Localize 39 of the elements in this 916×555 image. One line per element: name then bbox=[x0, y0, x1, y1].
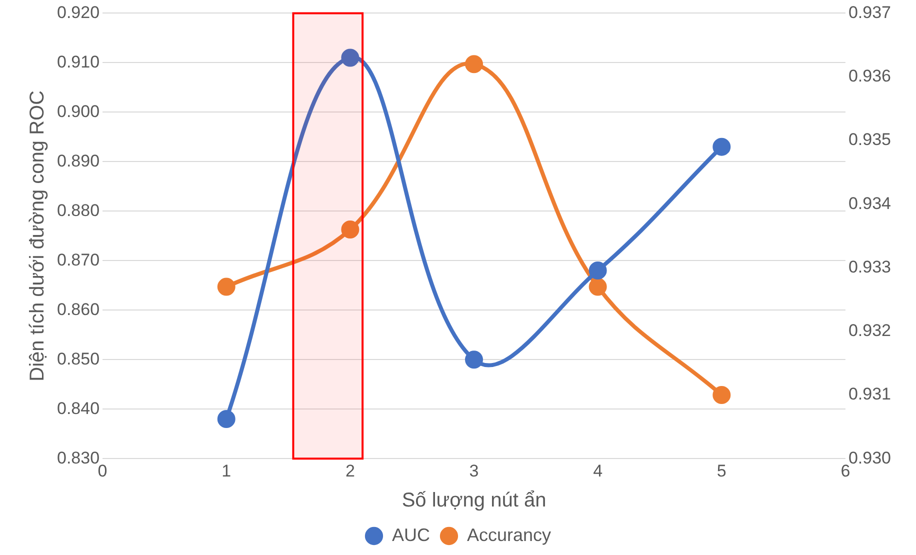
y-tick-label: 0.850 bbox=[56, 349, 100, 368]
legend-label: Accurancy bbox=[466, 524, 552, 545]
point bbox=[712, 386, 731, 404]
point bbox=[465, 350, 483, 369]
y-tick-label: 0.860 bbox=[56, 300, 100, 319]
x-tick-label: 5 bbox=[716, 461, 726, 480]
point bbox=[217, 278, 236, 296]
point bbox=[341, 220, 360, 239]
x-axis-title: Số lượng nút ẩn bbox=[402, 490, 546, 512]
x-tick-label: 0 bbox=[98, 461, 108, 480]
legend-label: AUC bbox=[392, 524, 430, 545]
y2-tick-label: 0.933 bbox=[848, 257, 892, 276]
point bbox=[341, 48, 360, 67]
y-tick-label: 0.870 bbox=[56, 250, 100, 270]
point bbox=[465, 55, 483, 74]
y2-tick-label: 0.930 bbox=[848, 448, 892, 468]
y-tick-label: 0.880 bbox=[56, 200, 100, 220]
x-tick-label: 4 bbox=[593, 461, 603, 480]
y2-tick-label: 0.932 bbox=[848, 321, 892, 340]
x-tick-label: 6 bbox=[840, 461, 850, 480]
y-tick-label: 0.910 bbox=[56, 52, 100, 72]
x-tick-label: 3 bbox=[469, 461, 479, 480]
y2-tick-label: 0.937 bbox=[848, 2, 892, 22]
point bbox=[712, 138, 731, 156]
y-tick-label: 0.920 bbox=[56, 2, 100, 22]
y2-tick-label: 0.936 bbox=[848, 66, 892, 86]
y-tick-label: 0.840 bbox=[56, 398, 100, 418]
x-tick-label: 1 bbox=[222, 461, 232, 480]
x-tick-label: 2 bbox=[345, 461, 355, 480]
y2-tick-label: 0.934 bbox=[848, 194, 892, 213]
y2-tick-label: 0.935 bbox=[848, 130, 892, 150]
point bbox=[217, 410, 236, 428]
y-axis-title: Diện tích dưới đường cong ROC bbox=[26, 90, 49, 382]
y-tick-label: 0.890 bbox=[56, 151, 100, 170]
y-tick-label: 0.830 bbox=[56, 448, 100, 468]
y-tick-label: 0.900 bbox=[56, 102, 100, 121]
point bbox=[588, 278, 607, 296]
y2-tick-label: 0.931 bbox=[848, 384, 892, 404]
point bbox=[588, 262, 607, 280]
